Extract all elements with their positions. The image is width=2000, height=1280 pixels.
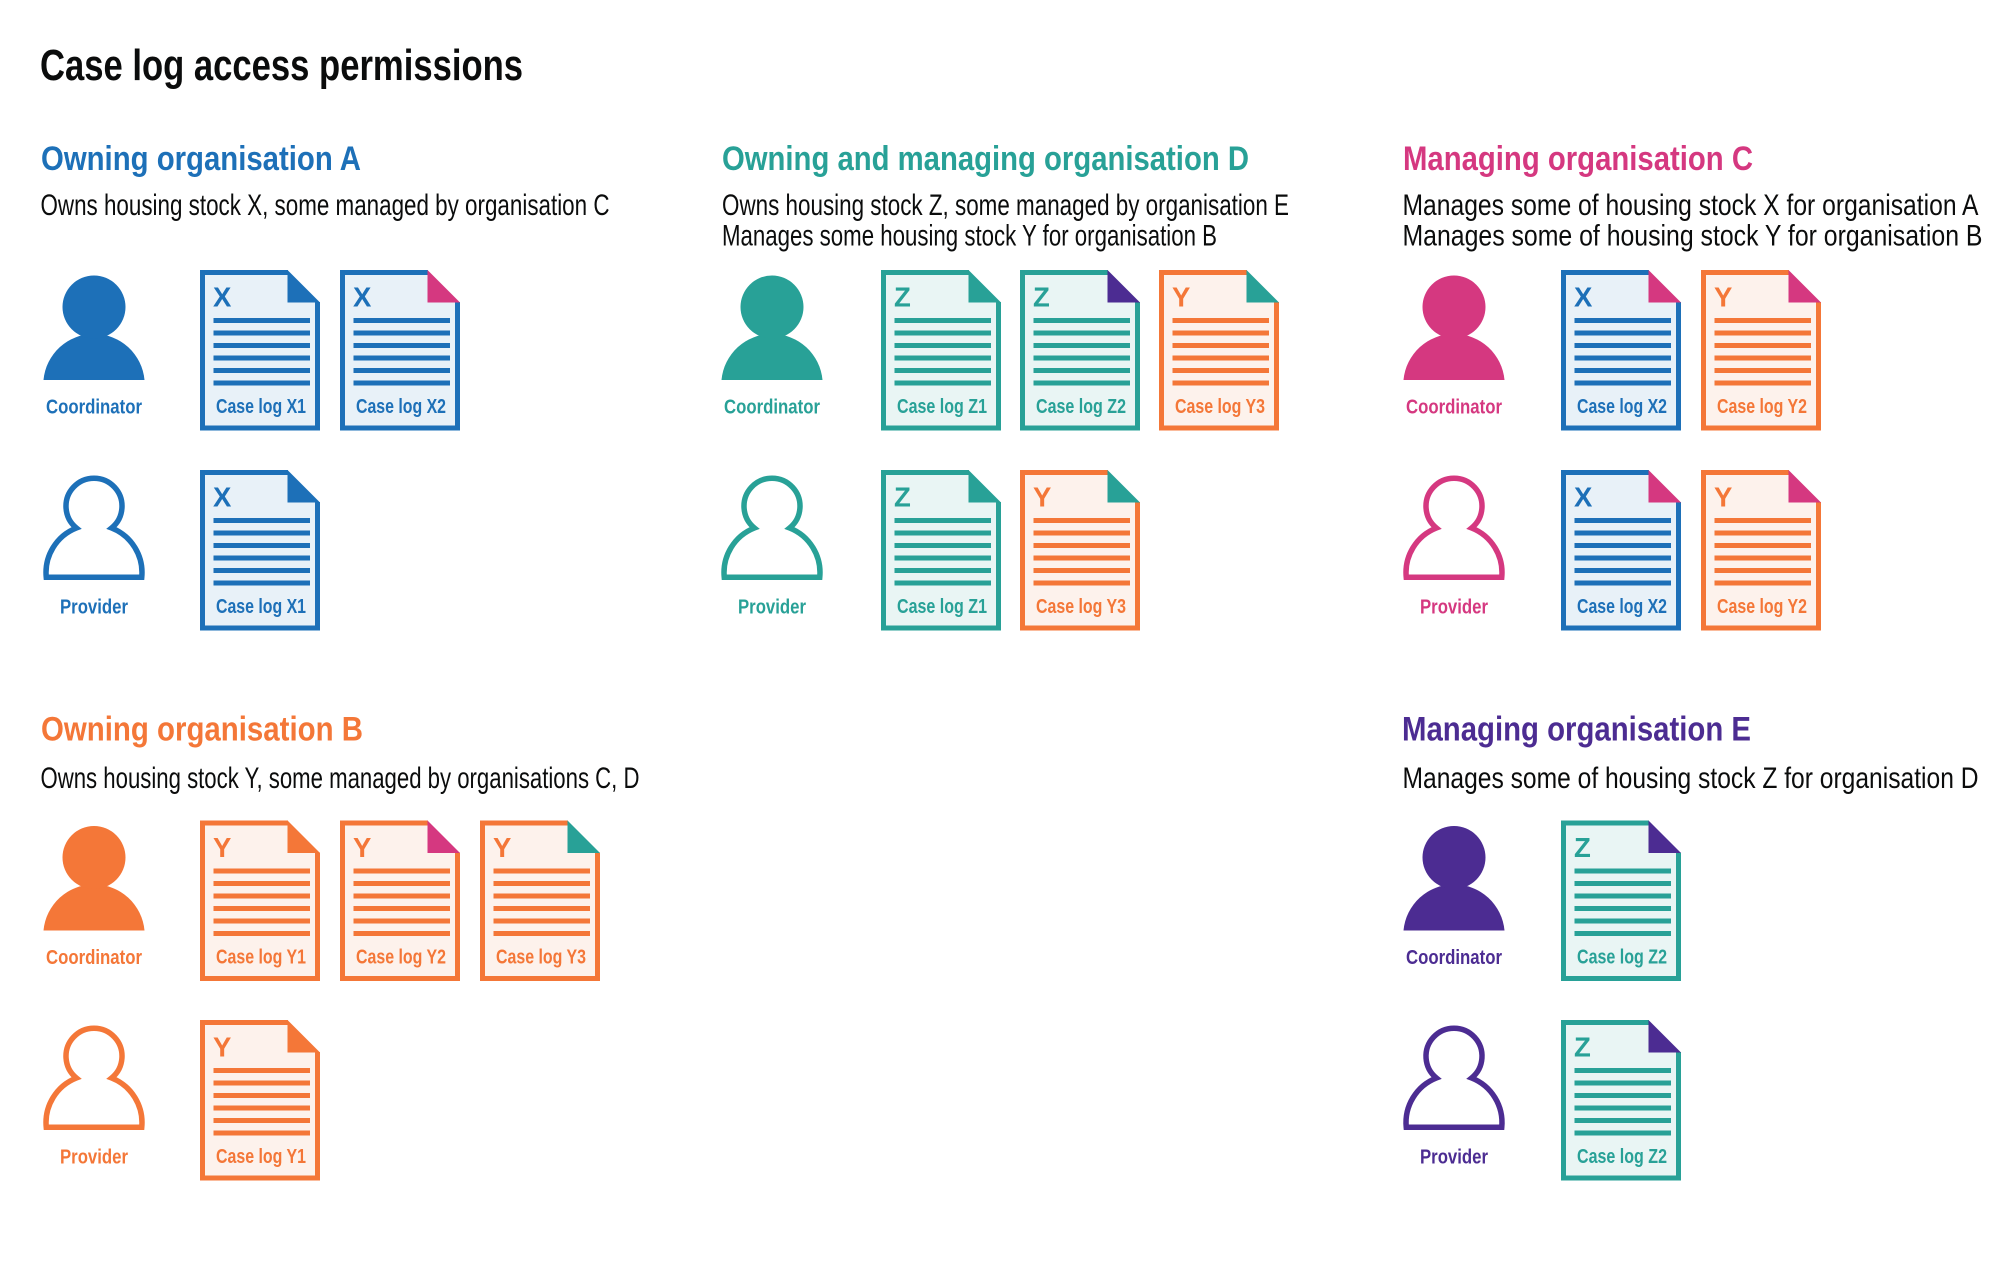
svg-text:Owns housing stock Y, some man: Owns housing stock Y, some managed by or… bbox=[41, 762, 640, 795]
svg-text:Manages some of housing stock: Manages some of housing stock Z for orga… bbox=[1403, 762, 1979, 795]
svg-text:Manages some housing stock Y f: Manages some housing stock Y for organis… bbox=[722, 219, 1217, 252]
svg-text:Coordinator: Coordinator bbox=[1406, 947, 1502, 969]
svg-text:Case log Z2: Case log Z2 bbox=[1036, 396, 1126, 418]
svg-text:Managing organisation E: Managing organisation E bbox=[1402, 711, 1751, 749]
svg-text:Case log X2: Case log X2 bbox=[356, 396, 446, 418]
svg-text:Case log Y2: Case log Y2 bbox=[356, 947, 446, 969]
svg-text:Coordinator: Coordinator bbox=[46, 397, 142, 419]
svg-text:Coordinator: Coordinator bbox=[1406, 397, 1502, 419]
svg-text:X: X bbox=[1574, 282, 1593, 313]
svg-text:X: X bbox=[353, 282, 372, 313]
svg-text:Owns housing stock X, some man: Owns housing stock X, some managed by or… bbox=[41, 189, 610, 222]
svg-text:Owning organisation A: Owning organisation A bbox=[41, 140, 361, 178]
svg-text:Manages some of housing stock: Manages some of housing stock Y for orga… bbox=[1403, 219, 1983, 252]
svg-text:Owning organisation B: Owning organisation B bbox=[41, 711, 363, 749]
svg-text:X: X bbox=[213, 482, 232, 513]
svg-text:Provider: Provider bbox=[1420, 1147, 1488, 1169]
svg-text:Z: Z bbox=[1033, 282, 1050, 313]
svg-text:Case log Y1: Case log Y1 bbox=[216, 1146, 306, 1168]
svg-text:X: X bbox=[213, 282, 232, 313]
svg-text:Y: Y bbox=[213, 832, 231, 863]
svg-text:Case log access permissions: Case log access permissions bbox=[40, 41, 523, 90]
svg-text:Case log X1: Case log X1 bbox=[216, 396, 306, 418]
svg-text:Case log Y3: Case log Y3 bbox=[496, 947, 586, 969]
svg-text:X: X bbox=[1574, 482, 1593, 513]
svg-text:Case log Z1: Case log Z1 bbox=[897, 396, 987, 418]
svg-text:Z: Z bbox=[894, 482, 911, 513]
svg-text:Z: Z bbox=[1574, 1032, 1591, 1063]
svg-text:Case log Y3: Case log Y3 bbox=[1036, 596, 1126, 618]
svg-text:Y: Y bbox=[1033, 482, 1051, 513]
svg-text:Y: Y bbox=[1714, 282, 1732, 313]
svg-text:Provider: Provider bbox=[1420, 597, 1488, 619]
svg-text:Y: Y bbox=[493, 832, 511, 863]
svg-text:Case log X2: Case log X2 bbox=[1577, 396, 1667, 418]
svg-text:Managing organisation C: Managing organisation C bbox=[1403, 140, 1753, 178]
svg-text:Z: Z bbox=[1574, 832, 1591, 863]
svg-text:Case log Z1: Case log Z1 bbox=[897, 596, 987, 618]
svg-text:Case log Y2: Case log Y2 bbox=[1717, 596, 1807, 618]
svg-text:Case log X2: Case log X2 bbox=[1577, 596, 1667, 618]
svg-text:Coordinator: Coordinator bbox=[46, 947, 142, 969]
svg-text:Case log X1: Case log X1 bbox=[216, 596, 306, 618]
svg-text:Provider: Provider bbox=[60, 597, 128, 619]
svg-text:Y: Y bbox=[1714, 482, 1732, 513]
svg-text:Provider: Provider bbox=[738, 597, 806, 619]
svg-text:Owning and managing organisati: Owning and managing organisation D bbox=[722, 140, 1249, 178]
svg-text:Case log Z2: Case log Z2 bbox=[1577, 947, 1667, 969]
svg-text:Y: Y bbox=[213, 1032, 231, 1063]
svg-text:Coordinator: Coordinator bbox=[724, 397, 820, 419]
svg-text:Y: Y bbox=[1172, 282, 1190, 313]
svg-text:Owns housing stock Z, some man: Owns housing stock Z, some managed by or… bbox=[722, 189, 1289, 222]
svg-text:Provider: Provider bbox=[60, 1147, 128, 1169]
svg-text:Case log Z2: Case log Z2 bbox=[1577, 1146, 1667, 1168]
svg-text:Case log Y3: Case log Y3 bbox=[1175, 396, 1265, 418]
svg-text:Z: Z bbox=[894, 282, 911, 313]
svg-text:Y: Y bbox=[353, 832, 371, 863]
svg-text:Case log Y2: Case log Y2 bbox=[1717, 396, 1807, 418]
svg-text:Manages some of housing stock: Manages some of housing stock X for orga… bbox=[1403, 189, 1979, 222]
svg-text:Case log Y1: Case log Y1 bbox=[216, 947, 306, 969]
